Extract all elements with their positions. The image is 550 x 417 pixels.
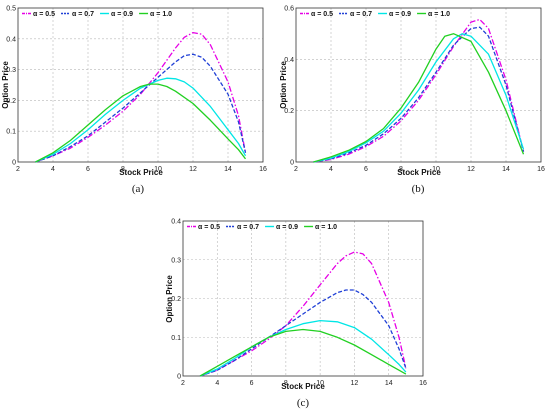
series-line-3	[35, 77, 247, 163]
legend-label: α = 0.9	[111, 11, 133, 18]
series-line-1	[199, 251, 407, 377]
legend-label: α = 1.0	[150, 11, 172, 18]
chart-panel-c: 2 4 6 8 10 12 14 16 0 0.1 0.2 0.3 0.4 Stock Price Opti…	[165, 219, 427, 410]
panel-caption: (a)	[132, 183, 145, 195]
x-tick-label: 4	[215, 380, 219, 387]
chart-panel-b: 2 4 6 8 10 12 14 16 0 0.2 0.4 0.6 Stock Price Option …	[279, 6, 545, 196]
x-tick-label: 16	[537, 166, 545, 173]
y-tick-label: 0.3	[6, 67, 16, 74]
series-line-4	[199, 328, 407, 377]
legend-label: α = 0.7	[350, 11, 372, 18]
legend-label: α = 0.5	[198, 224, 220, 231]
x-tick-label: 14	[385, 380, 393, 387]
y-axis-label: Option Price	[1, 61, 10, 109]
y-tick-label: 0.6	[284, 6, 294, 13]
legend-label: α = 0.5	[33, 11, 55, 18]
x-tick-label: 10	[316, 380, 324, 387]
series-line-4	[35, 83, 247, 163]
y-tick-label: 0.1	[171, 335, 181, 342]
x-tick-label: 8	[284, 380, 288, 387]
panel-caption: (b)	[412, 183, 425, 195]
x-axis-label: Stock Price	[119, 168, 163, 177]
x-tick-label: 10	[432, 166, 440, 173]
x-tick-label: 2	[16, 166, 20, 173]
y-tick-label: 0.4	[284, 57, 294, 64]
x-tick-label: 2	[181, 380, 185, 387]
x-tick-label: 12	[467, 166, 475, 173]
series-line-2	[35, 53, 247, 163]
chart-panel-a: 2 4 6 8 10 12 14 16 0 0.1 0.2 0.3 0.4 0.5 Stock Price O…	[1, 6, 267, 196]
x-axis-label: Stock Price	[397, 168, 441, 177]
y-tick-label: 0.4	[171, 219, 181, 226]
legend: α = 0.5 α = 0.7 α = 0.9 α = 1.0	[187, 224, 337, 231]
y-tick-label: 0	[12, 160, 16, 167]
series-line-3	[199, 319, 407, 377]
legend-label: α = 0.7	[72, 11, 94, 18]
y-tick-label: 0.5	[6, 6, 16, 13]
x-tick-label: 8	[121, 166, 125, 173]
panel-caption: (c)	[297, 397, 310, 409]
x-tick-label: 4	[51, 166, 55, 173]
series-line-1	[313, 18, 525, 163]
series-line-4	[313, 33, 525, 163]
y-axis-label: Option Price	[165, 275, 174, 323]
x-tick-label: 16	[259, 166, 267, 173]
x-tick-label: 4	[329, 166, 333, 173]
x-tick-label: 6	[364, 166, 368, 173]
plot-frame	[295, 7, 542, 163]
x-tick-label: 14	[502, 166, 510, 173]
x-tick-label: 12	[351, 380, 359, 387]
series-line-2	[313, 26, 525, 163]
legend-label: α = 0.7	[237, 224, 259, 231]
legend-label: α = 0.9	[276, 224, 298, 231]
x-tick-label: 10	[154, 166, 162, 173]
y-tick-label: 0.2	[6, 98, 16, 105]
x-tick-label: 16	[419, 380, 427, 387]
legend: α = 0.5 α = 0.7 α = 0.9 α = 1.0	[22, 11, 172, 18]
legend-label: α = 0.9	[389, 11, 411, 18]
x-tick-label: 8	[399, 166, 403, 173]
plot-frame	[182, 220, 424, 377]
series-line-1	[35, 31, 247, 163]
x-tick-label: 2	[294, 166, 298, 173]
y-tick-label: 0	[177, 374, 181, 381]
series-line-2	[199, 289, 407, 377]
x-tick-label: 14	[224, 166, 232, 173]
legend-label: α = 0.5	[311, 11, 333, 18]
y-tick-label: 0.3	[171, 257, 181, 264]
y-axis-label: Option Price	[279, 61, 288, 109]
x-tick-label: 12	[189, 166, 197, 173]
x-axis-label: Stock Price	[281, 382, 325, 391]
y-tick-label: 0.1	[6, 129, 16, 136]
plot-frame	[17, 7, 264, 163]
legend-label: α = 1.0	[315, 224, 337, 231]
y-tick-label: 0.2	[284, 108, 294, 115]
y-tick-label: 0.2	[171, 296, 181, 303]
legend-label: α = 1.0	[428, 11, 450, 18]
y-tick-label: 0	[290, 160, 294, 167]
y-tick-label: 0.4	[6, 36, 16, 43]
x-tick-label: 6	[86, 166, 90, 173]
series-line-3	[313, 33, 525, 163]
legend: α = 0.5 α = 0.7 α = 0.9 α = 1.0	[300, 11, 450, 18]
x-tick-label: 6	[250, 380, 254, 387]
